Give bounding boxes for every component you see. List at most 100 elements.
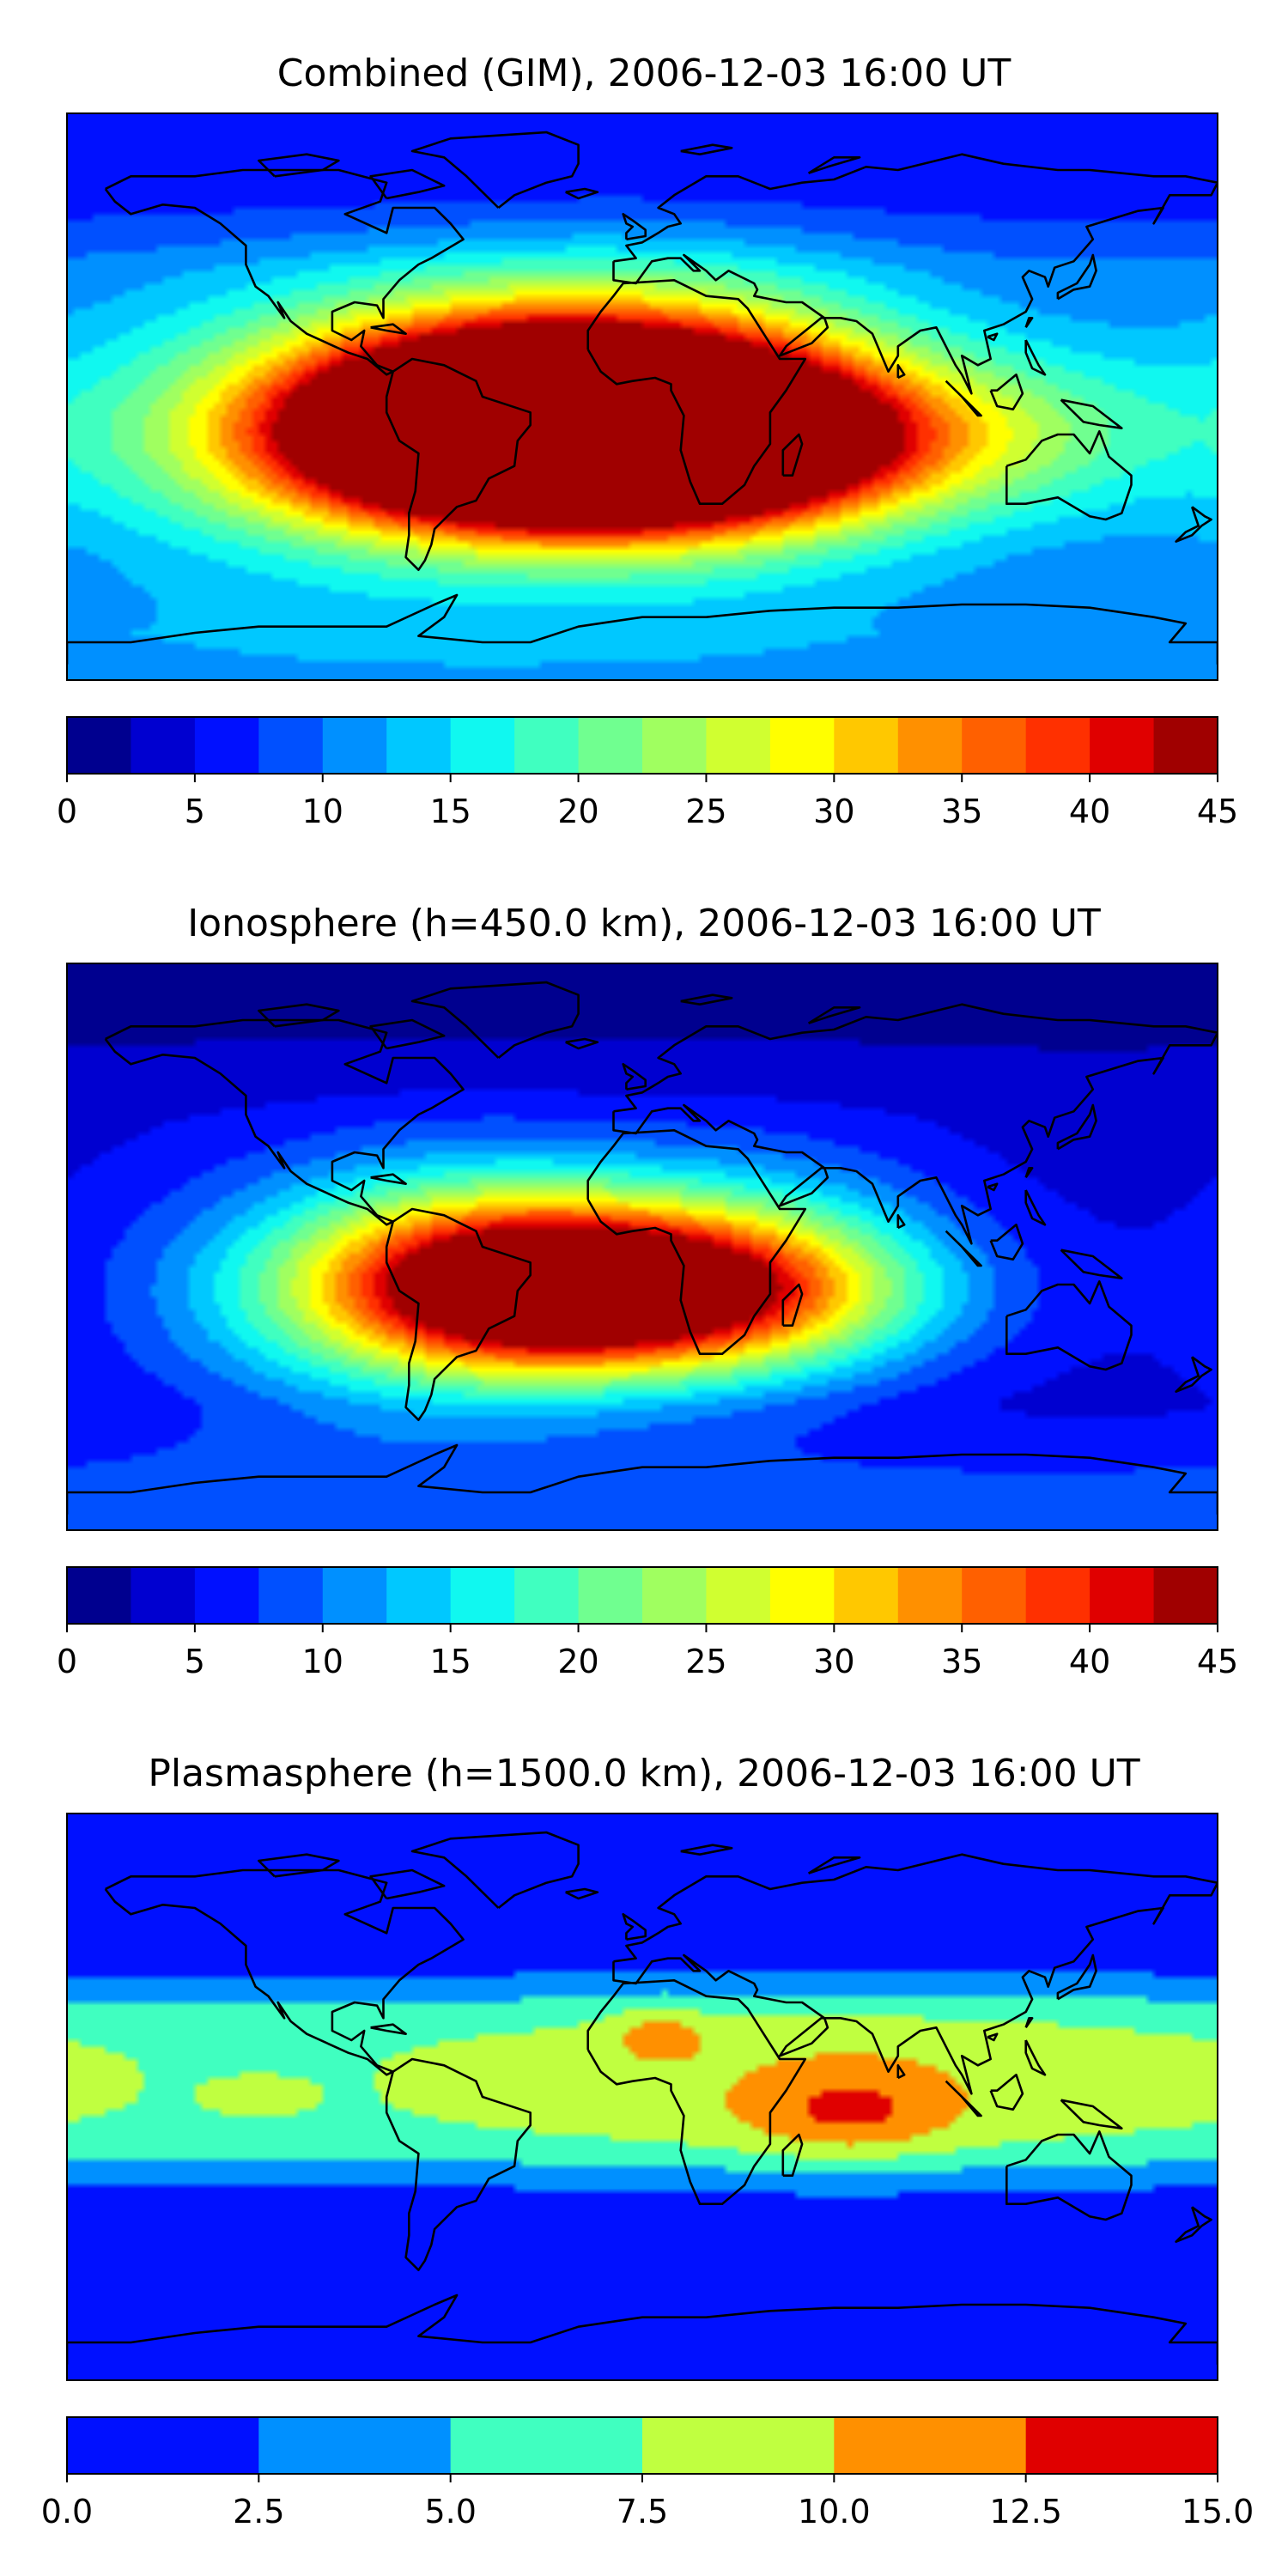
coastline-japan <box>1056 253 1097 301</box>
coastlines <box>67 131 1218 665</box>
colorbar-segment <box>1153 717 1218 774</box>
colorbar-tick-label: 30 <box>813 1643 854 1680</box>
colorbar: 0 5 10 15 20 25 30 35 40 45 <box>57 1566 1238 1680</box>
colorbar-segment <box>67 717 132 774</box>
coastline-sri-lanka <box>896 1214 906 1230</box>
coastline-greenland <box>410 981 580 1060</box>
contour-field <box>67 1814 1218 2380</box>
colorbar-tick-label: 20 <box>557 1643 598 1680</box>
panel-combined: Combined (GIM), 2006-12-03 16:00 UT 0 5 10 1… <box>57 52 1238 830</box>
coastline-cuba <box>370 323 407 335</box>
coastline-indonesia <box>945 2080 982 2117</box>
colorbar-frame <box>66 716 1218 775</box>
panel-title: Ionosphere (h=450.0 km), 2006-12-03 16:0… <box>187 902 1101 945</box>
colorbar-segment <box>514 1567 580 1624</box>
coastline-novaya-zemlya <box>807 156 861 174</box>
coastline-cuba <box>370 2023 407 2035</box>
colorbar-segment <box>834 717 899 774</box>
coastline-japan <box>1056 1953 1097 2001</box>
coastline-afroeurasia <box>586 1129 807 1355</box>
colorbar-tick-label: 45 <box>1197 793 1238 830</box>
colorbar-segment <box>897 1567 963 1624</box>
coastline-novaya-zemlya <box>807 1006 861 1024</box>
coastline-svalbard <box>680 993 733 1005</box>
coastline-hainan <box>987 2032 999 2042</box>
coastline-arctic-islands <box>258 1003 340 1028</box>
coastline-iceland <box>565 1037 599 1050</box>
coastline-uk <box>622 1913 647 1941</box>
coastline-afroeurasia <box>586 279 807 505</box>
colorbar-tick-label: 7.5 <box>617 2493 668 2530</box>
colorbar-segment <box>450 1567 515 1624</box>
colorbar-segment <box>194 717 259 774</box>
coastline-new-zealand <box>1175 1356 1212 1393</box>
coastline-new-zealand <box>1175 506 1212 543</box>
colorbar-segment <box>1025 2417 1218 2474</box>
coastline-baffin <box>369 1868 446 1900</box>
coastline-iceland <box>565 187 599 200</box>
colorbar-tick-label: 15 <box>429 1643 471 1680</box>
coastline-eurasia <box>612 153 1218 395</box>
colorbar-tick-label: 20 <box>557 793 598 830</box>
colorbar-segment <box>1090 1567 1155 1624</box>
coastline-baffin <box>369 168 446 200</box>
coastline-greenland <box>410 1831 580 1910</box>
coastlines <box>67 981 1218 1515</box>
coastline-eurasia <box>612 1003 1218 1245</box>
colorbar-tick-label: 5 <box>185 793 205 830</box>
coastline-borneo <box>989 374 1024 410</box>
colorbar: 0.0 2.5 5.0 7.5 10.0 12.5 15.0 <box>41 2416 1255 2530</box>
coastline-new-zealand <box>1175 2206 1212 2243</box>
colorbar-segment <box>258 1567 324 1624</box>
colorbar-segment <box>386 1567 452 1624</box>
colorbar-tick-label: 35 <box>941 1643 982 1680</box>
colorbar-segment <box>1090 717 1155 774</box>
coastline-borneo <box>989 1224 1024 1261</box>
coastline-arctic-islands <box>258 153 340 178</box>
coastline-uk <box>622 213 647 240</box>
colorbar-segment <box>1153 1567 1218 1624</box>
map-frame <box>66 963 1218 1531</box>
coastline-taiwan <box>1024 317 1034 329</box>
map-frame <box>66 112 1218 681</box>
colorbar-frame <box>66 1566 1218 1625</box>
colorbar-segment <box>131 717 196 774</box>
panel-title: Combined (GIM), 2006-12-03 16:00 UT <box>277 52 1012 95</box>
colorbar-segment <box>1025 717 1091 774</box>
colorbar-segment <box>962 717 1027 774</box>
coastline-japan <box>1056 1103 1097 1151</box>
colorbar-tick-label: 15 <box>429 793 471 830</box>
coastline-iceland <box>565 1887 599 1900</box>
colorbar-segment <box>67 2417 259 2474</box>
coastline-cuba <box>370 1173 407 1185</box>
colorbar-segment <box>450 717 515 774</box>
colorbar-tick-label: 35 <box>941 793 982 830</box>
colorbar-segment <box>450 2417 643 2474</box>
coastline-svalbard <box>680 143 733 155</box>
panel-plasmasphere: Plasmasphere (h=1500.0 km), 2006-12-03 1… <box>41 1752 1255 2530</box>
colorbar-segment <box>67 1567 132 1624</box>
coastline-arctic-islands <box>258 1853 340 1878</box>
coastline-borneo <box>989 2074 1024 2111</box>
colorbar-tick-label: 40 <box>1069 1643 1110 1680</box>
colorbar-segment <box>897 717 963 774</box>
colorbar-tick-label: 15.0 <box>1182 2493 1255 2530</box>
colorbar-segment <box>834 1567 899 1624</box>
colorbar-segment <box>578 1567 643 1624</box>
coastline-new-guinea <box>1060 2099 1123 2129</box>
colorbar-segment <box>258 717 324 774</box>
colorbar-tick-label: 0 <box>57 1643 77 1680</box>
colorbar-segment <box>1025 1567 1091 1624</box>
coastlines <box>67 1831 1218 2365</box>
contour-field <box>67 113 1218 680</box>
panel-title: Plasmasphere (h=1500.0 km), 2006-12-03 1… <box>148 1752 1139 1795</box>
coastline-novaya-zemlya <box>807 1856 861 1874</box>
coastline-philippines <box>1024 1189 1047 1226</box>
colorbar-tick-label: 10 <box>302 1643 343 1680</box>
coastline-taiwan <box>1024 1167 1034 1179</box>
coastline-madagascar <box>781 1283 804 1327</box>
coastline-antarctica <box>67 593 1218 665</box>
colorbar-tick-label: 5.0 <box>424 2493 476 2530</box>
coastline-indonesia <box>945 380 982 417</box>
colorbar-tick-label: 25 <box>685 793 726 830</box>
